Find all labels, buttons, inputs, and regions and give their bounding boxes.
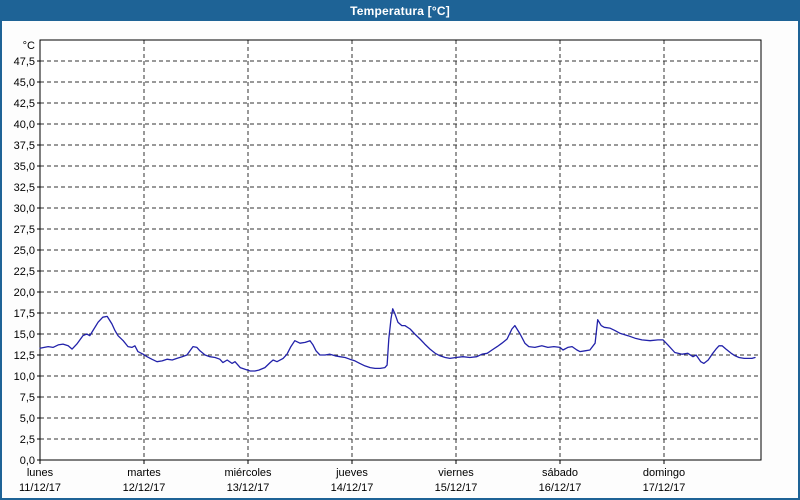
y-tick-label: 0,0: [20, 455, 35, 467]
y-tick-label: 17,5: [14, 308, 35, 320]
y-tick-label: 32,5: [14, 182, 35, 194]
y-tick-label: 42,5: [14, 98, 35, 110]
y-tick-label: 45,0: [14, 77, 35, 89]
y-tick-label: 27,5: [14, 224, 35, 236]
chart-content-area: 0,0 2,5 5,0 7,5 10,0 12,5 15,0 17,5 20,0 22,5 25,0…: [2, 21, 798, 498]
x-day-label: lunes: [27, 467, 54, 479]
window-title-bar: Temperatura [°C]: [2, 2, 798, 21]
y-tick-label: 35,0: [14, 161, 35, 173]
y-tick-label: 10,0: [14, 371, 35, 383]
x-day-label: domingo: [643, 467, 685, 479]
x-day-label: sábado: [542, 467, 578, 479]
y-tick-label: 2,5: [20, 434, 35, 446]
x-date-label: 15/12/17: [435, 482, 478, 494]
x-day-label: martes: [127, 467, 161, 479]
y-tick-label: 22,5: [14, 266, 35, 278]
y-tick-label: 20,0: [14, 287, 35, 299]
window-title: Temperatura [°C]: [350, 4, 450, 18]
y-tick-label: 40,0: [14, 119, 35, 131]
y-tick-label: 5,0: [20, 413, 35, 425]
y-tick-label: 15,0: [14, 329, 35, 341]
temperature-chart: 0,0 2,5 5,0 7,5 10,0 12,5 15,0 17,5 20,0 22,5 25,0…: [14, 39, 762, 494]
temperature-line: [39, 308, 756, 372]
x-day-label: jueves: [335, 467, 368, 479]
y-tick-label: 37,5: [14, 140, 35, 152]
x-date-label: 16/12/17: [539, 482, 582, 494]
y-axis-unit-label: °C: [23, 40, 35, 52]
x-day-label: viernes: [438, 467, 474, 479]
y-tick-label: 25,0: [14, 245, 35, 257]
y-tick-label: 47,5: [14, 56, 35, 68]
x-date-label: 11/12/17: [19, 482, 61, 494]
y-tick-label: 7,5: [20, 392, 35, 404]
x-date-label: 12/12/17: [123, 482, 166, 494]
y-tick-label: 12,5: [14, 350, 35, 362]
y-tick-label: 30,0: [14, 203, 35, 215]
x-date-label: 13/12/17: [227, 482, 270, 494]
x-date-label: 14/12/17: [331, 482, 374, 494]
x-day-label: miércoles: [224, 467, 272, 479]
x-date-label: 17/12/17: [643, 482, 686, 494]
